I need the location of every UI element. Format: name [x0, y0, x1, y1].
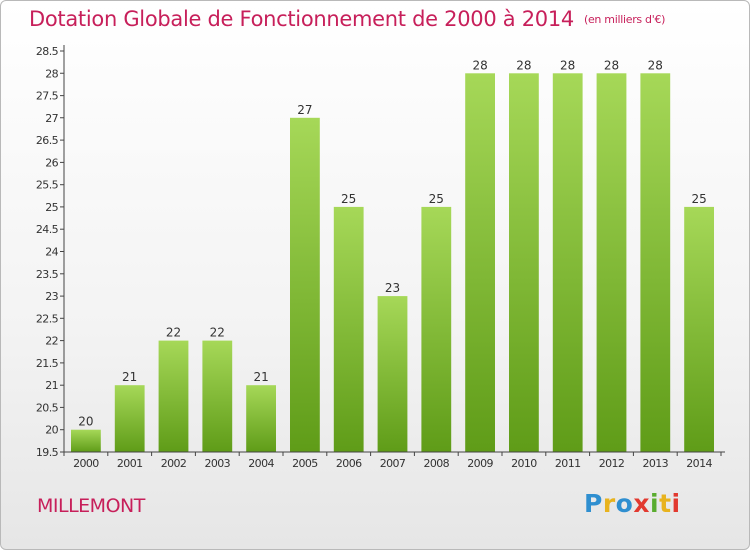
- x-tick-2013: 2013: [642, 457, 668, 470]
- chart-unit: (en milliers d'€): [583, 13, 666, 26]
- x-tick-2006: 2006: [336, 457, 362, 470]
- value-label-2011: 28: [560, 58, 575, 72]
- chart-title: Dotation Globale de Fonctionnement de 20…: [29, 7, 665, 31]
- y-tick-label: 20: [45, 424, 58, 437]
- value-label-2012: 28: [604, 58, 619, 72]
- x-tick-2005: 2005: [292, 457, 318, 470]
- bar-2010: [509, 73, 539, 453]
- y-tick-label: 21.5: [36, 357, 59, 370]
- x-tick-2003: 2003: [204, 457, 230, 470]
- y-tick-label: 20.5: [36, 401, 59, 414]
- value-label-2008: 25: [429, 192, 444, 206]
- bar-2012: [596, 73, 627, 453]
- bar-2009: [465, 73, 495, 453]
- x-tick-2010: 2010: [511, 457, 537, 470]
- value-label-2013: 28: [648, 58, 663, 72]
- x-tick-2004: 2004: [248, 457, 274, 470]
- y-tick-label: 26.5: [36, 134, 59, 147]
- commune-name: MILLEMONT: [37, 495, 145, 517]
- proxiti-logo: Proxiti: [584, 489, 681, 518]
- y-tick-label: 28.5: [36, 45, 59, 58]
- y-tick-label: 21: [45, 379, 58, 392]
- bar-2013: [640, 73, 671, 453]
- y-tick-label: 23: [45, 290, 58, 303]
- y-tick-label: 22.5: [36, 312, 59, 325]
- y-tick-label: 27.5: [36, 90, 59, 103]
- value-label-2002: 22: [166, 326, 181, 340]
- y-tick-label: 24.5: [36, 223, 59, 236]
- bar-2011: [552, 73, 583, 453]
- bar-2001: [114, 385, 145, 452]
- value-label-2014: 25: [691, 192, 706, 206]
- y-tick-label: 22: [45, 335, 58, 348]
- value-label-2010: 28: [516, 58, 531, 72]
- y-tick-label: 26: [45, 156, 58, 169]
- bar-2005: [290, 117, 320, 453]
- x-tick-2000: 2000: [73, 457, 99, 470]
- x-tick-2012: 2012: [599, 457, 625, 470]
- y-tick-label: 23.5: [36, 268, 59, 281]
- y-tick-label: 24: [45, 246, 58, 259]
- value-label-2000: 20: [78, 415, 93, 429]
- x-tick-2014: 2014: [686, 457, 712, 470]
- bar-2006: [333, 206, 364, 452]
- value-label-2003: 22: [210, 326, 225, 340]
- x-tick-2008: 2008: [423, 457, 449, 470]
- y-tick-label: 25.5: [36, 179, 59, 192]
- y-tick-label: 27: [45, 112, 58, 125]
- bar-2000: [71, 429, 101, 452]
- bar-2007: [377, 296, 408, 452]
- value-label-2004: 21: [253, 370, 268, 384]
- value-label-2005: 27: [297, 103, 312, 117]
- bar-2008: [421, 206, 452, 452]
- x-tick-2009: 2009: [467, 457, 493, 470]
- bar-2002: [158, 340, 189, 452]
- bar-2004: [246, 385, 276, 452]
- y-tick-label: 25: [45, 201, 58, 214]
- x-tick-2002: 2002: [161, 457, 187, 470]
- value-label-2006: 25: [341, 192, 356, 206]
- x-tick-2007: 2007: [380, 457, 406, 470]
- value-label-2007: 23: [385, 281, 400, 295]
- bar-2014: [684, 206, 714, 452]
- y-tick-label: 28: [45, 67, 58, 80]
- y-tick-label: 19.5: [36, 446, 59, 459]
- chart-title-text: Dotation Globale de Fonctionnement de 20…: [29, 7, 574, 31]
- x-tick-2011: 2011: [555, 457, 581, 470]
- x-tick-2001: 2001: [117, 457, 143, 470]
- value-label-2009: 28: [472, 58, 487, 72]
- bar-2003: [202, 340, 233, 452]
- value-label-2001: 21: [122, 370, 137, 384]
